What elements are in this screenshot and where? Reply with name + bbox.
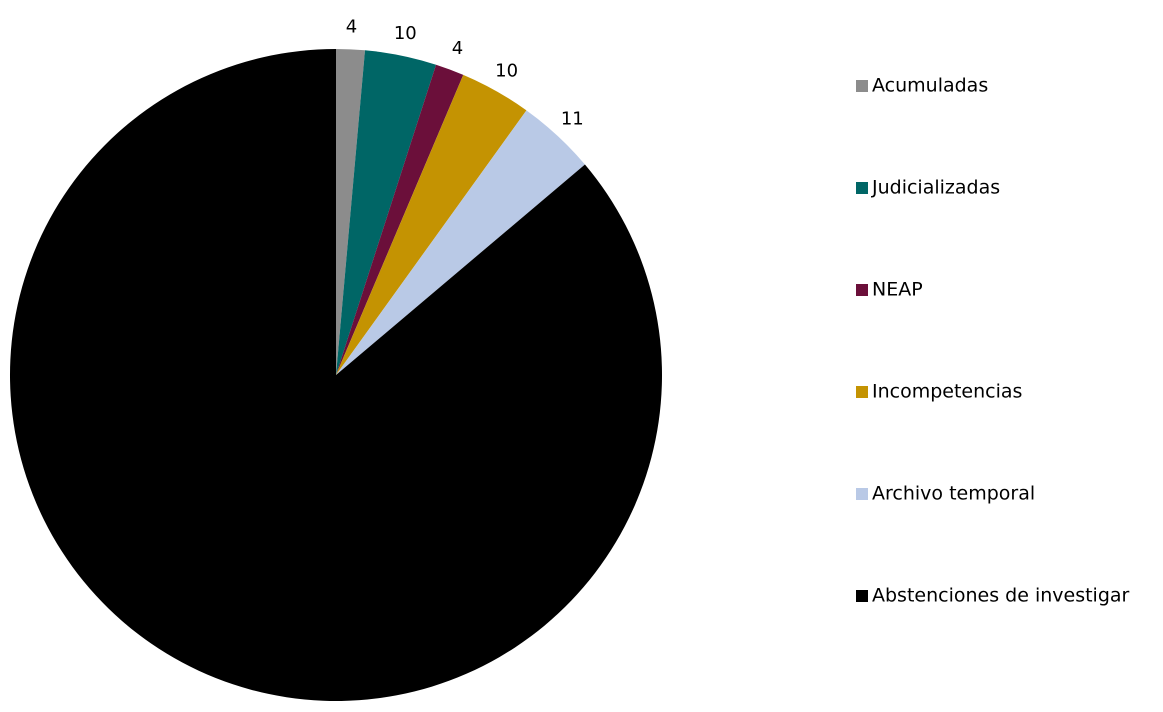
data-labels: 41041011243: [346, 16, 584, 130]
pie-slice-incompetencias: [336, 74, 527, 375]
pie-slice-neap: [336, 64, 464, 376]
legend-item-incompetencias: Incompetencias: [856, 381, 1022, 403]
data-label-judicializadas: 10: [394, 23, 417, 44]
legend-item-abstenciones-de-investigar: Abstenciones de investigar: [856, 585, 1130, 607]
legend-swatch: [856, 386, 868, 398]
legend-label: Archivo temporal: [872, 483, 1035, 505]
legend-swatch: [856, 284, 868, 296]
legend-label: NEAP: [872, 279, 923, 301]
legend-label: Judicializadas: [871, 177, 1000, 199]
data-label-acumuladas: 4: [346, 16, 357, 37]
legend-label: Acumuladas: [872, 75, 988, 97]
pie-slice-acumuladas: [336, 49, 366, 375]
legend-swatch: [856, 182, 868, 194]
legend-item-judicializadas: Judicializadas: [856, 177, 1000, 199]
legend-label: Abstenciones de investigar: [872, 585, 1130, 607]
data-label-archivo-temporal: 11: [561, 109, 584, 130]
legend-swatch: [856, 590, 868, 602]
legend-item-acumuladas: Acumuladas: [856, 75, 988, 97]
legend: Acumuladas Judicializadas NEAP Incompetenci…: [856, 75, 1130, 607]
pie-slice-judicializadas: [336, 50, 437, 375]
legend-label: Incompetencias: [872, 381, 1022, 403]
legend-swatch: [856, 488, 868, 500]
data-label-incompetencias: 10: [495, 61, 518, 82]
pie-slice-abstenciones-de-investigar: [9, 49, 662, 701]
legend-item-neap: NEAP: [856, 279, 923, 301]
data-label-neap: 4: [452, 38, 463, 59]
legend-swatch: [856, 80, 868, 92]
pie-slice-archivo-temporal: [336, 110, 585, 375]
pie-slices: [9, 49, 662, 701]
legend-item-archivo-temporal: Archivo temporal: [856, 483, 1035, 505]
